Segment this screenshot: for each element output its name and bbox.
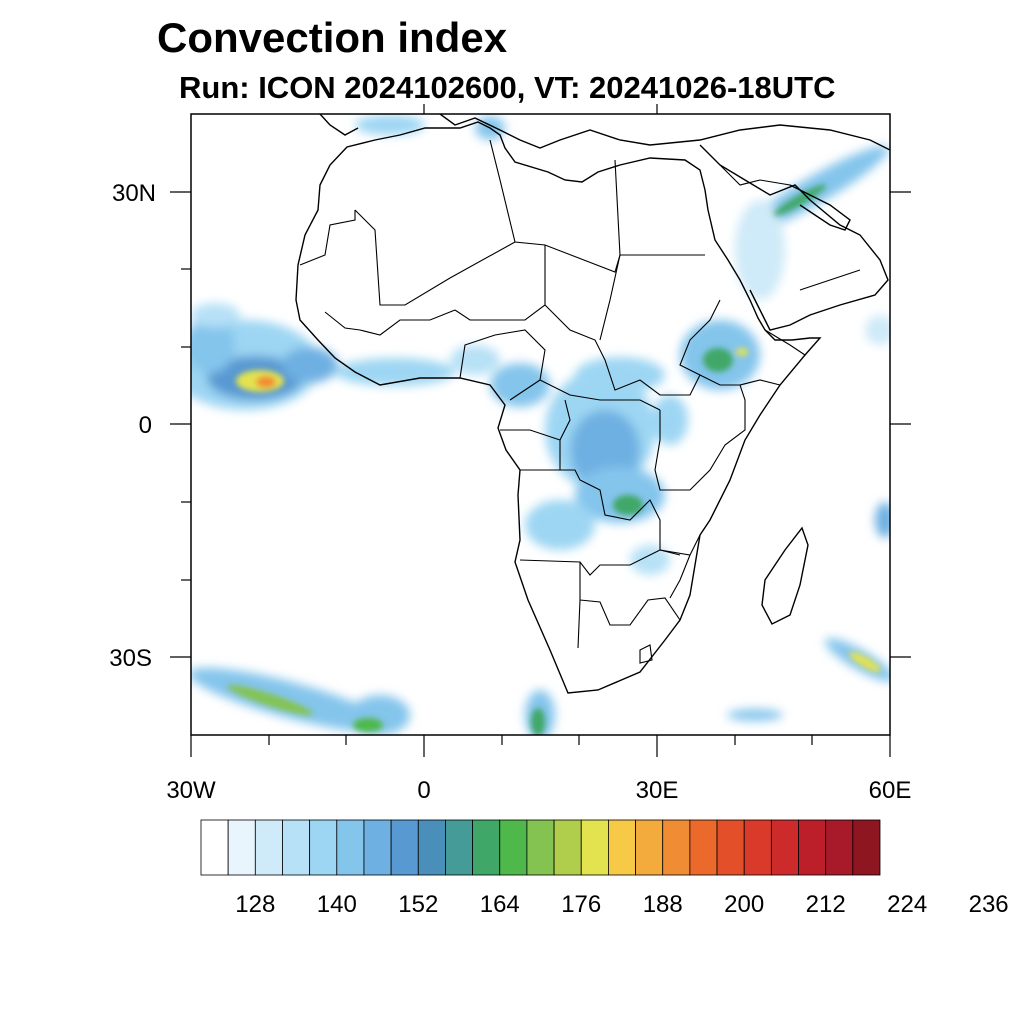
field-cape-core — [531, 708, 545, 735]
colorbar-swatch — [580, 819, 609, 876]
colorbar-label: 236 — [969, 891, 1009, 918]
colorbar-swatch — [689, 819, 718, 876]
colorbar-swatch — [227, 819, 256, 876]
field-ethiopia-peak — [736, 348, 748, 356]
field-ethiopia-core — [703, 348, 733, 372]
colorbar-swatch — [798, 819, 827, 876]
colorbar-swatch — [472, 819, 501, 876]
colorbar-label: 164 — [480, 891, 520, 918]
border-libya-egypt — [599, 159, 621, 341]
field-south-atlantic — [191, 667, 392, 733]
colorbar-swatch — [336, 819, 365, 876]
colorbar-swatch — [445, 819, 474, 876]
x-tick-label: 30W — [166, 777, 216, 804]
field-arabia-core — [773, 184, 827, 216]
border-mali-niger — [454, 245, 546, 321]
field-mediterranean — [355, 115, 425, 135]
colorbar-swatch — [254, 819, 283, 876]
iberia-coast — [319, 114, 359, 136]
colorbar-swatch — [608, 819, 636, 876]
colorbar-swatch — [363, 819, 392, 876]
border-chad-sudan — [544, 299, 721, 396]
colorbar-swatch — [716, 819, 745, 876]
colorbar-swatch — [635, 819, 664, 876]
field-sw-indian-core — [849, 652, 881, 672]
colorbar-swatch — [743, 819, 772, 876]
colorbar-swatch — [770, 819, 799, 876]
field-zambia — [630, 545, 670, 575]
colorbar-swatch — [553, 819, 582, 876]
x-tick-label: 60E — [869, 777, 912, 804]
field-south-atlantic-peak — [353, 718, 383, 732]
border-southern-africa — [577, 562, 681, 649]
colorbar-swatch — [309, 819, 338, 876]
border-east-africa — [654, 379, 781, 491]
field-guinea-coast — [282, 347, 338, 383]
field-katanga-core — [613, 495, 643, 515]
coastlines — [295, 114, 890, 694]
colorbar-swatch — [417, 819, 446, 876]
field-west-africa-coast — [335, 358, 455, 386]
border-mauritania — [299, 210, 356, 266]
colorbar-swatch — [499, 819, 528, 876]
axis-ticks — [170, 104, 911, 757]
field-atlantic-peak — [256, 376, 276, 388]
field-egypt — [735, 200, 785, 300]
field-indian-ocean-south — [727, 709, 783, 721]
field-lake-victoria — [652, 395, 688, 445]
border-lesotho — [639, 644, 653, 664]
colorbar-label: 212 — [806, 891, 846, 918]
x-tick-label: 30E — [636, 777, 679, 804]
field-east-edge — [875, 502, 890, 538]
colorbar-label: 176 — [561, 891, 601, 918]
colorbar — [200, 819, 881, 876]
y-tick-label: 30S — [109, 645, 152, 672]
country-borders — [299, 139, 861, 664]
colorbar-label: 152 — [398, 891, 438, 918]
field-atlantic-west — [191, 317, 235, 373]
x-tick-label: 0 — [417, 777, 430, 804]
field-katanga — [575, 467, 665, 523]
convection-field — [191, 115, 890, 735]
field-west-africa-inland — [450, 345, 500, 375]
border-mozambique — [659, 534, 701, 599]
chart-subtitle: Run: ICON 2024102600, VT: 20241026-18UTC — [179, 70, 836, 105]
colorbar-labels: 128 140 152 164 176 188 200 212 224 236 — [235, 891, 1008, 918]
colorbar-swatch — [200, 819, 229, 876]
colorbar-label: 200 — [724, 891, 764, 918]
field-south-atlantic-core — [227, 684, 313, 716]
europe-coast — [439, 114, 890, 151]
colorbar-swatch — [282, 819, 311, 876]
y-tick-label: 0 — [139, 412, 152, 439]
colorbar-swatch — [852, 819, 881, 876]
field-south-sudan — [575, 357, 665, 393]
border-central-africa — [539, 379, 661, 411]
arabia-coast — [699, 144, 889, 331]
colorbar-label: 224 — [887, 891, 927, 918]
madagascar — [761, 526, 809, 625]
africa-coastline — [295, 121, 822, 694]
field-angola — [525, 500, 595, 550]
colorbar-swatch — [825, 819, 854, 876]
colorbar-swatch — [390, 819, 419, 876]
y-tick-label: 30N — [112, 180, 156, 207]
field-atlantic-north — [191, 303, 240, 327]
field-arabian-sea — [865, 315, 890, 345]
border-maghreb — [354, 209, 516, 306]
chart-title: Convection index — [157, 14, 508, 61]
colorbar-swatch — [526, 819, 555, 876]
persian-gulf — [789, 184, 851, 231]
colorbar-label: 188 — [643, 891, 683, 918]
border-arabia — [719, 164, 861, 291]
field-cameroon — [490, 363, 550, 407]
border-ethiopia-somalia — [699, 329, 806, 386]
colorbar-swatch — [662, 819, 691, 876]
border-drc-south — [520, 469, 681, 556]
border-west-africa — [324, 309, 456, 336]
colorbar-label: 140 — [317, 891, 357, 918]
border-angola — [519, 549, 661, 576]
colorbar-label: 128 — [235, 891, 275, 918]
